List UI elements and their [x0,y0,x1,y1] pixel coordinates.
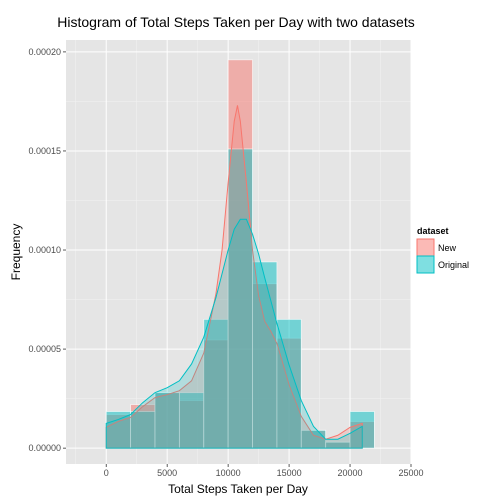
bar-original-1 [130,411,156,449]
legend-label-original: Original [438,260,469,270]
x-tick-label-1: 5000 [157,468,177,478]
y-tick-label-4: 0.00020 [28,47,61,57]
x-tick-label-5: 25000 [398,468,423,478]
bar-original-6 [252,261,278,449]
density-curves [105,105,363,449]
y-axis-title: Frequency [9,224,23,281]
legend: dataset New Original [416,226,469,274]
bar-original-2 [154,392,180,449]
x-axis-title: Total Steps Taken per Day [168,482,308,496]
y-tick-label-2: 0.00010 [28,245,61,255]
legend-label-new: New [438,243,457,253]
x-tick-label-2: 10000 [216,468,241,478]
legend-item-original: Original [416,255,469,274]
bar-original-4 [203,318,229,449]
x-tick-label-0: 0 [104,468,109,478]
x-tick-label-4: 20000 [338,468,363,478]
legend-key-original [416,255,435,274]
legend-item-new: New [416,238,457,257]
y-tick-label-3: 0.00015 [28,146,61,156]
x-tick-label-3: 15000 [277,468,302,478]
y-tick-label-1: 0.00005 [28,344,61,354]
x-axis: 0 5000 10000 15000 20000 25000 [104,464,424,478]
bars-original [105,148,375,449]
chart-title: Histogram of Total Steps Taken per Day w… [57,14,414,30]
legend-key-new [416,238,435,257]
y-axis: 0.00000 0.00005 0.00010 0.00015 0.00020 [28,47,66,453]
density-original [105,218,363,449]
y-tick-label-0: 0.00000 [28,443,61,453]
legend-title: dataset [417,226,449,236]
